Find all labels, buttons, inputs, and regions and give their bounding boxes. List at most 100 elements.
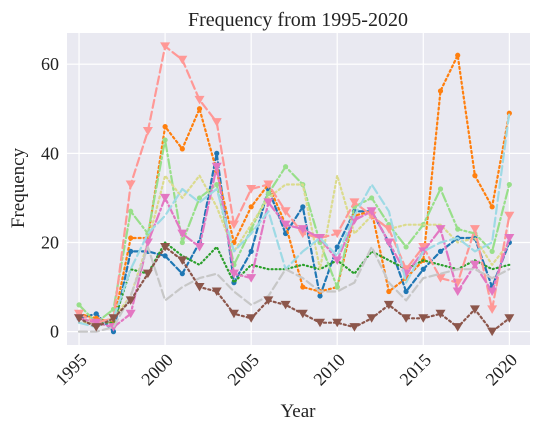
series-line-4 xyxy=(77,138,511,324)
data-point xyxy=(91,323,102,332)
data-point xyxy=(369,195,375,201)
data-point xyxy=(196,195,203,201)
data-point xyxy=(452,287,463,297)
chart-title: Frequency from 1995-2020 xyxy=(188,9,408,31)
data-point xyxy=(452,323,463,332)
data-point xyxy=(334,284,340,290)
data-point xyxy=(487,287,498,297)
data-point xyxy=(128,248,134,254)
data-point xyxy=(246,274,257,283)
data-point xyxy=(196,106,203,112)
data-point xyxy=(246,185,257,194)
data-point xyxy=(437,248,444,254)
data-point xyxy=(177,229,188,239)
data-point xyxy=(349,216,360,225)
data-point xyxy=(332,256,343,265)
data-point xyxy=(248,248,254,254)
data-point xyxy=(418,242,429,252)
data-point xyxy=(74,314,85,323)
y-tick-label: 40 xyxy=(41,143,59,163)
series-line-7 xyxy=(77,165,511,329)
data-point xyxy=(214,181,220,188)
series-line-10 xyxy=(77,245,511,333)
data-point xyxy=(435,309,446,319)
data-point xyxy=(300,204,306,210)
data-point xyxy=(504,314,515,323)
data-point xyxy=(334,244,340,250)
data-point xyxy=(162,124,168,130)
data-point xyxy=(315,318,326,328)
data-point xyxy=(297,309,308,319)
series-line-9 xyxy=(77,245,511,333)
x-tick-label: 2000 xyxy=(137,350,177,390)
plot-background xyxy=(67,33,530,345)
y-axis-label: Frequency xyxy=(8,147,29,228)
data-point xyxy=(332,318,343,328)
data-point xyxy=(265,190,271,197)
data-point xyxy=(437,88,444,94)
data-point xyxy=(435,225,446,234)
data-point xyxy=(108,323,119,332)
data-point xyxy=(91,318,102,328)
data-point xyxy=(469,305,480,314)
x-tick-label: 2020 xyxy=(482,350,522,390)
data-point xyxy=(383,225,394,234)
data-point xyxy=(108,314,119,323)
data-point xyxy=(472,173,478,179)
data-point xyxy=(128,235,134,241)
data-point xyxy=(228,309,239,319)
data-point xyxy=(263,198,274,207)
data-point xyxy=(93,311,99,317)
data-point xyxy=(487,327,498,337)
data-point xyxy=(349,323,360,332)
data-point xyxy=(489,248,495,254)
data-point xyxy=(211,162,222,172)
data-point xyxy=(420,266,426,272)
data-point xyxy=(177,55,188,65)
data-point xyxy=(401,265,412,274)
data-point xyxy=(214,150,220,156)
data-point xyxy=(469,260,480,270)
data-point xyxy=(280,220,291,230)
data-point xyxy=(228,220,239,230)
data-point xyxy=(506,181,512,188)
data-point xyxy=(179,146,185,152)
data-point xyxy=(403,288,409,295)
data-point xyxy=(280,300,291,310)
y-tick-label: 0 xyxy=(50,322,59,342)
data-point xyxy=(401,314,412,323)
data-point xyxy=(125,296,136,305)
data-point xyxy=(504,211,515,221)
x-axis-label: Year xyxy=(280,401,316,422)
data-point xyxy=(317,293,323,299)
data-point xyxy=(125,180,136,190)
x-tick-label: 2015 xyxy=(396,350,436,390)
data-point xyxy=(160,193,171,203)
data-point xyxy=(297,225,308,234)
data-point xyxy=(160,242,171,252)
data-point xyxy=(332,229,343,239)
data-point xyxy=(455,226,461,232)
plot-area: 1995 2000 2005 2010 2015 2020 0 20 40 60 xyxy=(41,33,530,389)
data-point xyxy=(177,256,188,265)
data-point xyxy=(487,305,498,314)
data-point xyxy=(179,239,185,246)
data-point xyxy=(194,283,205,292)
data-point xyxy=(435,274,446,283)
data-point xyxy=(228,269,239,279)
series-line-8 xyxy=(77,112,511,329)
data-point xyxy=(437,186,444,192)
data-point xyxy=(162,253,168,259)
data-point xyxy=(142,127,153,136)
data-point xyxy=(383,300,394,310)
data-point xyxy=(315,234,326,243)
data-point xyxy=(403,244,409,250)
data-point xyxy=(263,296,274,305)
data-point xyxy=(211,118,222,127)
data-point xyxy=(386,288,392,295)
data-point xyxy=(194,95,205,105)
data-point xyxy=(366,314,377,323)
data-point xyxy=(383,238,394,247)
x-tick-label: 2005 xyxy=(223,350,263,390)
